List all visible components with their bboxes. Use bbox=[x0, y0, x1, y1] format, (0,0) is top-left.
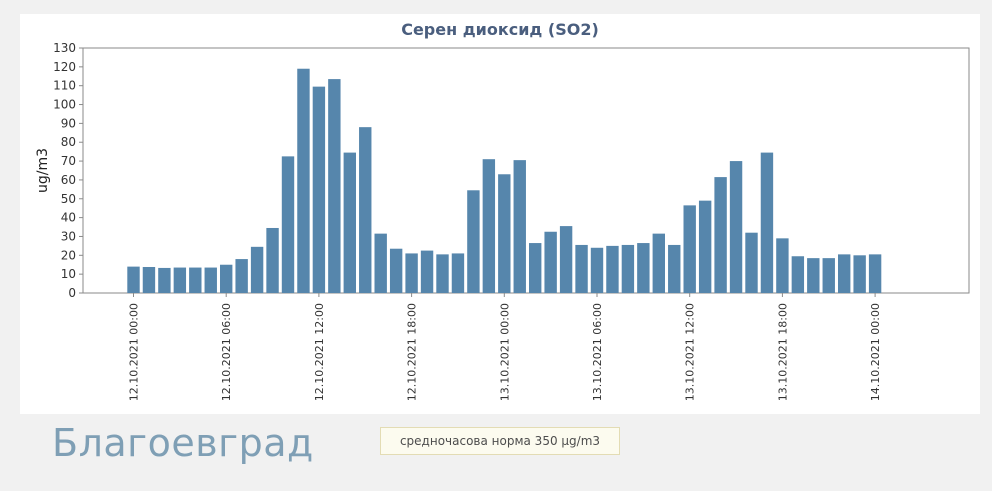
bar bbox=[559, 226, 573, 293]
y-tick-label: 100 bbox=[53, 98, 76, 112]
y-tick-label: 30 bbox=[61, 229, 76, 243]
bar bbox=[714, 177, 727, 293]
bar bbox=[297, 68, 310, 293]
chart-panel: Серен диоксид (SO2) 0 10 20 30 40 50 60 70 80 90 1… bbox=[20, 14, 980, 414]
bar bbox=[729, 161, 743, 293]
y-tick-label: 0 bbox=[68, 286, 76, 300]
y-axis-label: ug/m3 bbox=[35, 148, 51, 193]
y-tick-label: 120 bbox=[53, 60, 76, 74]
bar bbox=[621, 244, 635, 293]
x-tick-label: 12.10.2021 06:00 bbox=[220, 303, 233, 401]
bar bbox=[683, 205, 696, 293]
city-name: Благоевград bbox=[52, 421, 314, 465]
y-tick-label: 110 bbox=[53, 79, 76, 93]
y-tick-label: 130 bbox=[53, 41, 76, 55]
x-tick-label: 13.10.2021 00:00 bbox=[498, 303, 511, 401]
plot-area bbox=[82, 47, 970, 294]
y-tick-label: 40 bbox=[61, 211, 76, 225]
bar bbox=[374, 233, 387, 293]
bar bbox=[220, 264, 233, 293]
bar bbox=[807, 258, 820, 293]
y-tick-label: 50 bbox=[61, 192, 76, 206]
y-tick-label: 80 bbox=[61, 135, 76, 149]
bar bbox=[250, 246, 264, 293]
y-tick-label: 20 bbox=[61, 248, 76, 262]
y-tick-label: 90 bbox=[61, 116, 76, 130]
bar bbox=[467, 190, 480, 293]
bar bbox=[482, 159, 496, 293]
bar bbox=[776, 238, 789, 293]
bar bbox=[235, 259, 248, 293]
bar bbox=[698, 200, 712, 293]
bar bbox=[436, 254, 449, 293]
bar-chart: 0 10 20 30 40 50 60 70 80 90 100 110 120 130 ug/m3 12.1… bbox=[35, 41, 970, 401]
bar bbox=[142, 266, 156, 293]
norm-badge: средночасова норма 350 µg/m3 bbox=[380, 427, 620, 455]
bar bbox=[312, 86, 326, 293]
bar bbox=[451, 253, 465, 293]
bar bbox=[173, 267, 187, 293]
bar bbox=[513, 160, 526, 293]
bar bbox=[328, 79, 341, 293]
y-tick-label: 10 bbox=[61, 267, 76, 281]
bar bbox=[868, 254, 882, 293]
bar bbox=[405, 253, 418, 293]
bar bbox=[575, 244, 588, 293]
bar bbox=[838, 254, 851, 293]
bar bbox=[822, 258, 835, 293]
bar bbox=[853, 255, 866, 293]
bar bbox=[204, 267, 217, 293]
y-tick-label: 60 bbox=[61, 173, 76, 187]
bar bbox=[158, 267, 171, 293]
bar bbox=[189, 267, 202, 293]
bar bbox=[668, 244, 681, 293]
bar bbox=[498, 174, 511, 293]
x-tick-label: 12.10.2021 18:00 bbox=[406, 303, 419, 401]
bar bbox=[637, 243, 650, 293]
bar bbox=[590, 247, 604, 293]
x-tick-label: 12.10.2021 12:00 bbox=[313, 303, 326, 401]
bar bbox=[359, 127, 372, 294]
bar bbox=[606, 245, 619, 293]
bar bbox=[343, 152, 356, 293]
bar bbox=[791, 256, 805, 293]
bar bbox=[544, 231, 557, 293]
bar bbox=[760, 152, 774, 293]
bar bbox=[389, 248, 403, 293]
bar bbox=[529, 243, 542, 293]
x-tick-label: 13.10.2021 06:00 bbox=[591, 303, 604, 401]
y-tick-label: 70 bbox=[61, 154, 76, 168]
bar bbox=[420, 250, 434, 293]
x-tick-label: 13.10.2021 12:00 bbox=[684, 303, 697, 401]
bar bbox=[127, 266, 140, 293]
bar bbox=[281, 156, 295, 293]
x-tick-label: 13.10.2021 18:00 bbox=[776, 303, 789, 401]
x-tick-label: 12.10.2021 00:00 bbox=[128, 303, 141, 401]
bar bbox=[652, 233, 665, 293]
x-tick-label: 14.10.2021 00:00 bbox=[869, 303, 882, 401]
bar bbox=[745, 232, 758, 293]
bar bbox=[266, 227, 279, 293]
chart-title: Серен диоксид (SO2) bbox=[401, 20, 599, 39]
